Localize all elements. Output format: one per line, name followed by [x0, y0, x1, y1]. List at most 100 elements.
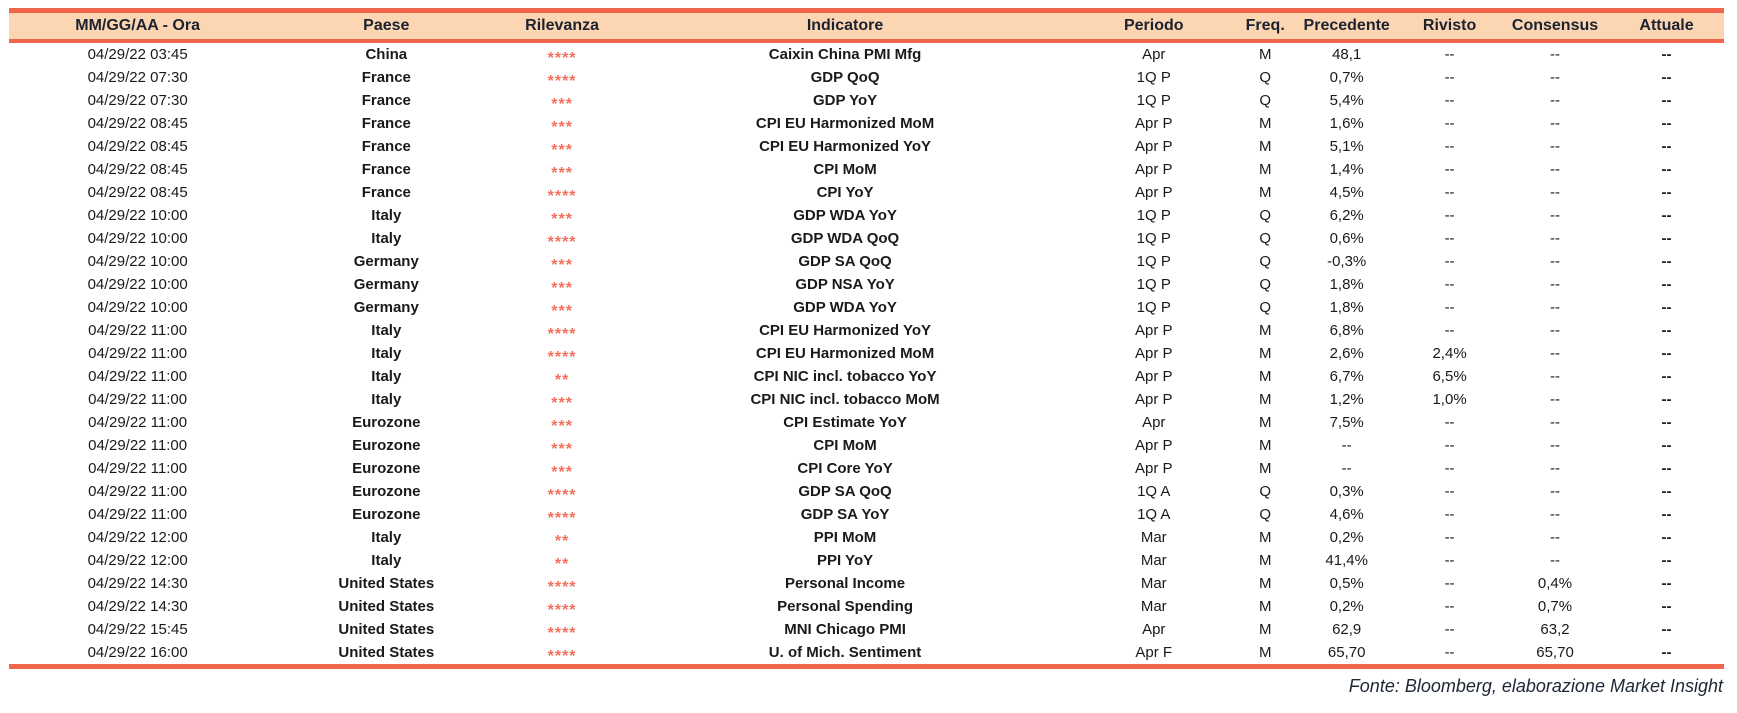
cell-datetime: 04/29/22 16:00 [87, 643, 188, 661]
cell-country: Germany [353, 298, 419, 316]
cell-country: Italy [371, 551, 402, 569]
cell-revised: -- [1444, 68, 1455, 86]
table-row: 04/29/22 08:45 France *** CPI MoM Apr P M 1,4%… [9, 158, 1724, 181]
cell-actual: -- [1661, 505, 1672, 523]
cell-actual: -- [1661, 321, 1672, 339]
cell-revised: -- [1444, 528, 1455, 546]
cell-revised: -- [1444, 252, 1455, 270]
cell-consensus: -- [1550, 551, 1561, 569]
relevance-cell: **** [506, 181, 617, 204]
cell-period: 1Q A [1137, 482, 1171, 500]
cell-revised: -- [1444, 298, 1455, 316]
cell-revised: -- [1444, 160, 1455, 178]
cell-consensus: -- [1550, 275, 1561, 293]
cell-revised: 6,5% [1432, 367, 1467, 385]
cell-country: Eurozone [352, 436, 421, 454]
cell-country: China [365, 45, 408, 63]
table-row: 04/29/22 16:00 United States **** U. of Mic… [9, 641, 1724, 667]
table-row: 04/29/22 11:00 Italy ** CPI NIC incl. tobac… [9, 365, 1724, 388]
relevance-cell: **** [506, 66, 617, 89]
relevance-cell: **** [506, 618, 617, 641]
cell-previous: -0,3% [1327, 252, 1367, 270]
cell-previous: 0,2% [1329, 597, 1364, 615]
cell-actual: -- [1661, 459, 1672, 477]
cell-previous: 4,6% [1329, 505, 1364, 523]
cell-datetime: 04/29/22 08:45 [87, 137, 188, 155]
table-row: 04/29/22 08:45 France *** CPI EU Harmonized… [9, 135, 1724, 158]
relevance-cell: **** [506, 319, 617, 342]
cell-datetime: 04/29/22 08:45 [87, 114, 188, 132]
cell-actual: -- [1661, 597, 1672, 615]
cell-freq: M [1258, 436, 1272, 454]
cell-datetime: 04/29/22 08:45 [87, 183, 188, 201]
cell-consensus: -- [1550, 229, 1561, 247]
cell-datetime: 04/29/22 10:00 [87, 275, 188, 293]
table-row: 04/29/22 10:00 Germany *** GDP NSA YoY 1Q P Q… [9, 273, 1724, 296]
cell-actual: -- [1661, 643, 1672, 661]
relevance-star-icons: *** [551, 164, 573, 181]
cell-freq: M [1258, 413, 1272, 431]
cell-consensus: 63,2 [1540, 620, 1570, 638]
cell-previous: 6,2% [1329, 206, 1364, 224]
cell-indicator: GDP WDA YoY [793, 206, 897, 224]
cell-consensus: -- [1550, 436, 1561, 454]
cell-revised: -- [1444, 574, 1455, 592]
relevance-star-icons: **** [547, 647, 577, 665]
cell-indicator: Personal Income [785, 574, 906, 592]
relevance-cell: **** [506, 342, 617, 365]
cell-datetime: 04/29/22 10:00 [87, 229, 188, 247]
cell-freq: M [1258, 367, 1272, 385]
cell-revised: -- [1444, 620, 1455, 638]
cell-country: Italy [371, 229, 402, 247]
cell-previous: 6,7% [1329, 367, 1364, 385]
table-row: 04/29/22 10:00 Italy **** GDP WDA QoQ 1Q P Q 0… [9, 227, 1724, 250]
cell-datetime: 04/29/22 08:45 [87, 160, 188, 178]
relevance-cell: *** [506, 112, 617, 135]
cell-freq: M [1258, 574, 1272, 592]
cell-datetime: 04/29/22 11:00 [88, 436, 188, 454]
table-row: 04/29/22 07:30 France **** GDP QoQ 1Q P Q 0,7%… [9, 66, 1724, 89]
cell-indicator: GDP SA QoQ [798, 252, 892, 270]
cell-datetime: 04/29/22 11:00 [88, 482, 188, 500]
cell-country: Eurozone [352, 505, 421, 523]
cell-country: Germany [353, 252, 419, 270]
cell-actual: -- [1661, 275, 1672, 293]
cell-actual: -- [1661, 206, 1672, 224]
cell-previous: 6,8% [1329, 321, 1364, 339]
relevance-star-icons: **** [547, 509, 577, 526]
cell-consensus: -- [1550, 390, 1561, 408]
cell-indicator: CPI Estimate YoY [783, 413, 907, 431]
table-row: 04/29/22 11:00 Eurozone **** GDP SA QoQ 1Q A… [9, 480, 1724, 503]
cell-period: 1Q P [1136, 68, 1171, 86]
relevance-cell: *** [506, 457, 617, 480]
relevance-star-icons: **** [547, 325, 577, 342]
cell-period: Mar [1140, 574, 1167, 592]
cell-indicator: GDP NSA YoY [795, 275, 895, 293]
cell-freq: M [1258, 551, 1272, 569]
column-header-revised: Rivisto [1398, 10, 1502, 43]
relevance-cell: *** [506, 158, 617, 181]
cell-freq: Q [1259, 91, 1272, 109]
cell-indicator: PPI YoY [816, 551, 874, 569]
cell-freq: M [1258, 597, 1272, 615]
cell-datetime: 04/29/22 12:00 [87, 528, 188, 546]
column-header-period: Periodo [1072, 10, 1236, 43]
cell-country: Eurozone [352, 459, 421, 477]
cell-previous: 0,7% [1329, 68, 1364, 86]
column-header-country: Paese [266, 10, 507, 43]
relevance-cell: **** [506, 480, 617, 503]
column-header-indicator: Indicatore [617, 10, 1073, 43]
cell-period: 1Q A [1137, 505, 1171, 523]
relevance-star-icons: **** [547, 578, 577, 595]
relevance-cell: ** [506, 365, 617, 388]
cell-period: Apr P [1135, 436, 1173, 454]
cell-period: Apr [1142, 45, 1166, 63]
relevance-cell: **** [506, 503, 617, 526]
cell-previous: 65,70 [1327, 643, 1366, 661]
cell-datetime: 04/29/22 14:30 [87, 597, 188, 615]
cell-actual: -- [1661, 68, 1672, 86]
cell-revised: -- [1444, 482, 1455, 500]
cell-revised: -- [1444, 275, 1455, 293]
cell-freq: M [1258, 160, 1272, 178]
relevance-cell: **** [506, 595, 617, 618]
